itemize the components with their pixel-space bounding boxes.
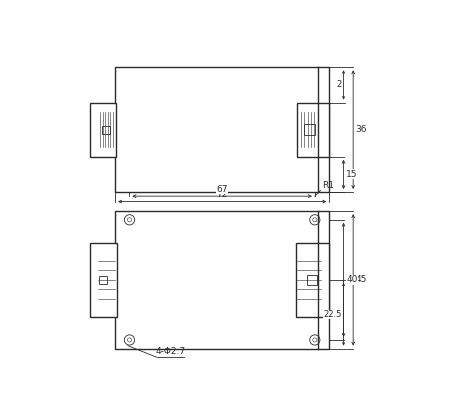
Text: 15: 15 <box>346 170 358 179</box>
Text: R1: R1 <box>322 181 334 190</box>
Bar <box>90 103 116 157</box>
Bar <box>308 275 318 285</box>
Text: 40: 40 <box>346 276 357 284</box>
Bar <box>99 276 107 284</box>
Bar <box>304 124 315 135</box>
Text: 4-Φ2.7: 4-Φ2.7 <box>156 347 186 356</box>
Text: 36: 36 <box>356 125 367 134</box>
Bar <box>115 67 329 192</box>
Text: 45: 45 <box>356 276 367 284</box>
Bar <box>296 243 329 317</box>
Bar <box>297 103 329 157</box>
Bar <box>102 126 110 134</box>
Bar <box>115 211 329 349</box>
Bar <box>90 243 117 317</box>
Text: 2: 2 <box>337 81 342 90</box>
Text: 67: 67 <box>217 185 228 193</box>
Text: 22.5: 22.5 <box>324 310 342 319</box>
Text: 72: 72 <box>217 190 228 199</box>
